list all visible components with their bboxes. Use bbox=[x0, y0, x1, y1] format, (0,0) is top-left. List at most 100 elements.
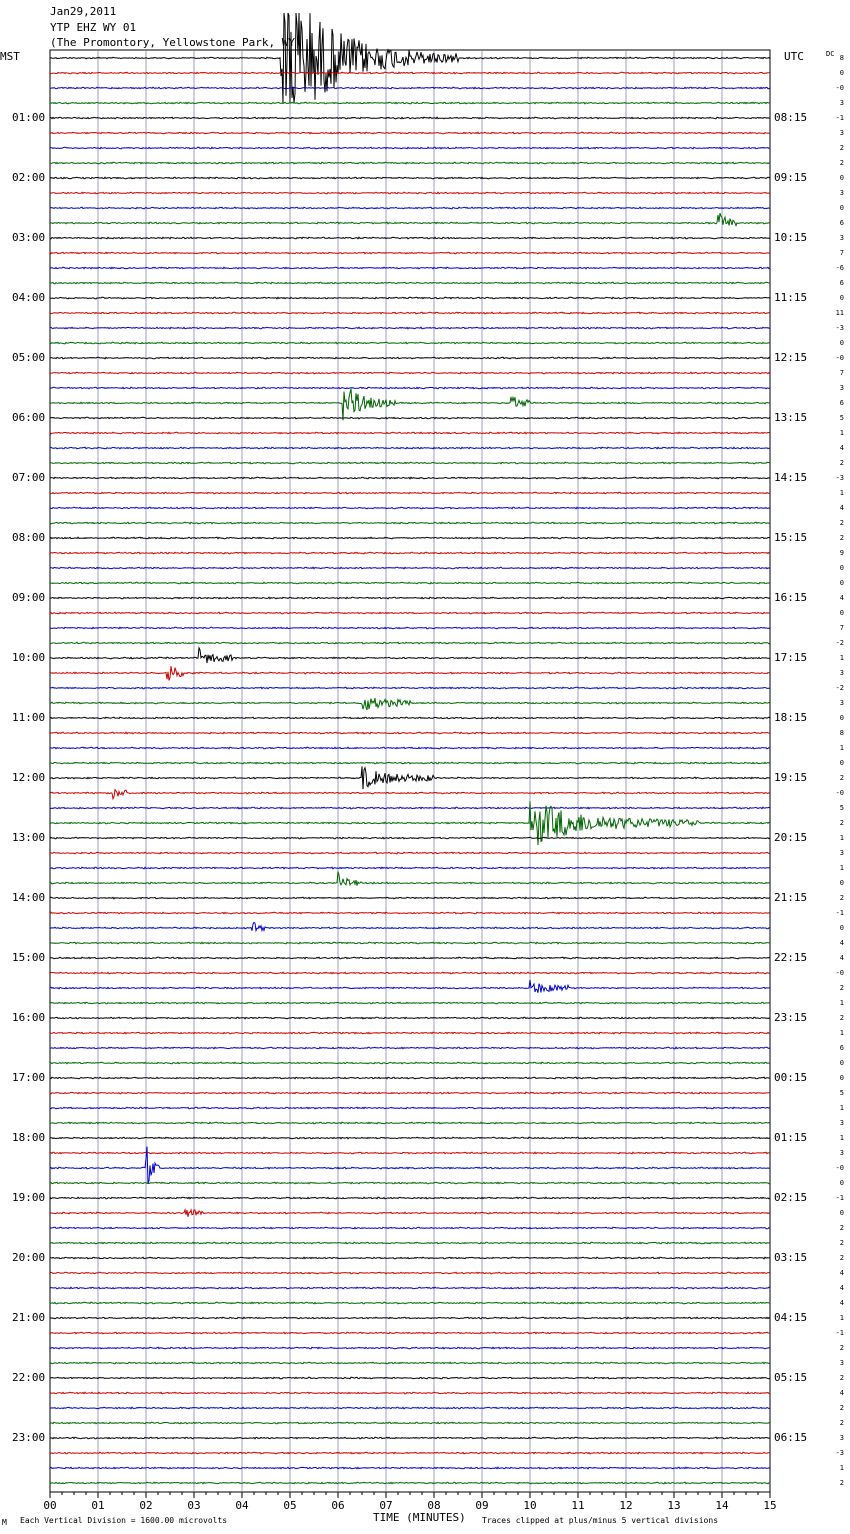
left-hour-label: 18:00 bbox=[12, 1131, 46, 1144]
trace-line bbox=[49, 641, 771, 645]
dc-offset-value: 2 bbox=[839, 984, 844, 992]
dc-offset-value: -1 bbox=[835, 909, 844, 917]
dc-offset-value: 5 bbox=[839, 1089, 844, 1097]
dc-offset-value: 9 bbox=[839, 549, 844, 557]
dc-offset-value: 11 bbox=[835, 309, 844, 317]
dc-offset-value: 0 bbox=[839, 174, 844, 182]
trace-line bbox=[49, 1376, 771, 1380]
x-axis-title: TIME (MINUTES) bbox=[373, 1511, 466, 1524]
x-tick-label: 10 bbox=[523, 1499, 536, 1512]
trace-line bbox=[49, 388, 771, 421]
x-tick-label: 06 bbox=[331, 1499, 344, 1512]
trace-line bbox=[49, 1091, 771, 1095]
dc-offset-value: 0 bbox=[839, 1209, 844, 1217]
trace-line bbox=[49, 611, 771, 615]
dc-offset-value: 1 bbox=[839, 1104, 844, 1112]
trace-line bbox=[49, 311, 771, 315]
dc-offset-value: 2 bbox=[839, 894, 844, 902]
right-hour-label: 00:15 bbox=[774, 1071, 808, 1084]
trace-line bbox=[49, 1136, 771, 1140]
dc-offset-value: 0 bbox=[839, 579, 844, 587]
trace-line bbox=[49, 941, 770, 945]
dc-offset-value: 1 bbox=[839, 999, 844, 1007]
dc-offset-value: -1 bbox=[835, 1329, 844, 1337]
x-tick-label: 08 bbox=[427, 1499, 440, 1512]
trace-line bbox=[49, 86, 771, 90]
dc-offset-value: 3 bbox=[839, 99, 844, 107]
trace-line bbox=[49, 1451, 771, 1455]
trace-line bbox=[49, 1226, 771, 1230]
dc-offset-value: 3 bbox=[839, 1119, 844, 1127]
right-hour-label: 13:15 bbox=[774, 411, 808, 424]
trace-line bbox=[49, 536, 770, 540]
trace-line bbox=[49, 386, 771, 390]
right-hour-label: 04:15 bbox=[774, 1311, 808, 1324]
dc-offset-value: 3 bbox=[839, 849, 844, 857]
trace-line bbox=[49, 1151, 771, 1155]
dc-offset-value: 0 bbox=[839, 339, 844, 347]
x-tick-label: 12 bbox=[619, 1499, 632, 1512]
trace-line bbox=[49, 1001, 771, 1005]
dc-offset-value: 1 bbox=[839, 1464, 844, 1472]
dc-offset-value: -3 bbox=[835, 474, 844, 482]
trace-line bbox=[49, 788, 771, 801]
right-hour-label: 17:15 bbox=[774, 651, 808, 664]
right-hour-label: 15:15 bbox=[774, 531, 808, 544]
trace-line bbox=[49, 836, 771, 840]
dc-offset-value: 1 bbox=[839, 654, 844, 662]
trace-line bbox=[49, 431, 771, 435]
trace-line bbox=[49, 236, 771, 240]
trace-line bbox=[49, 1331, 771, 1335]
trace-line bbox=[49, 1241, 771, 1245]
dc-offset-value: 7 bbox=[839, 624, 844, 632]
trace-line bbox=[49, 871, 771, 887]
trace-line bbox=[49, 212, 771, 228]
left-hour-label: 07:00 bbox=[12, 471, 46, 484]
trace-line bbox=[50, 761, 771, 765]
x-tick-label: 07 bbox=[379, 1499, 392, 1512]
trace-line bbox=[49, 626, 771, 630]
trace-line bbox=[49, 1207, 771, 1217]
trace-line bbox=[49, 716, 771, 720]
trace-line bbox=[49, 476, 771, 480]
right-hour-label: 18:15 bbox=[774, 711, 808, 724]
left-hour-label: 06:00 bbox=[12, 411, 46, 424]
trace-line bbox=[49, 326, 770, 330]
corner-mark: M bbox=[2, 1518, 7, 1527]
x-tick-label: 13 bbox=[667, 1499, 680, 1512]
trace-line bbox=[49, 596, 771, 600]
trace-line bbox=[49, 356, 771, 360]
dc-offset-value: -6 bbox=[835, 264, 844, 272]
dc-offset-value: 4 bbox=[839, 444, 844, 452]
left-hour-label: 02:00 bbox=[12, 171, 46, 184]
trace-line bbox=[49, 979, 771, 993]
dc-offset-value: -0 bbox=[835, 354, 844, 362]
right-hour-label: 20:15 bbox=[774, 831, 808, 844]
dc-offset-value: 3 bbox=[839, 669, 844, 677]
dc-offset-value: 3 bbox=[839, 1359, 844, 1367]
dc-offset-value: 5 bbox=[839, 414, 844, 422]
dc-offset-value: 3 bbox=[839, 129, 844, 137]
left-hour-label: 21:00 bbox=[12, 1311, 46, 1324]
right-hour-label: 12:15 bbox=[774, 351, 808, 364]
trace-line bbox=[49, 1146, 771, 1185]
dc-offset-value: 3 bbox=[839, 1149, 844, 1157]
left-hour-label: 04:00 bbox=[12, 291, 46, 304]
trace-line bbox=[49, 146, 771, 150]
clip-note: Traces clipped at plus/minus 5 vertical … bbox=[482, 1516, 719, 1525]
trace-line bbox=[49, 851, 771, 855]
dc-offset-value: -0 bbox=[835, 84, 844, 92]
left-hour-label: 12:00 bbox=[12, 771, 46, 784]
dc-offset-value: 2 bbox=[839, 1224, 844, 1232]
trace-line bbox=[49, 176, 771, 180]
trace-line bbox=[49, 101, 771, 105]
dc-offset-value: -0 bbox=[835, 969, 844, 977]
trace-line bbox=[49, 206, 771, 210]
trace-line bbox=[49, 281, 771, 285]
trace-line bbox=[49, 731, 771, 735]
x-tick-label: 05 bbox=[283, 1499, 296, 1512]
dc-offset-value: 2 bbox=[839, 459, 844, 467]
dc-offset-value: 0 bbox=[839, 1059, 844, 1067]
left-hour-label: 15:00 bbox=[12, 951, 46, 964]
dc-offset-value: 4 bbox=[839, 939, 844, 947]
